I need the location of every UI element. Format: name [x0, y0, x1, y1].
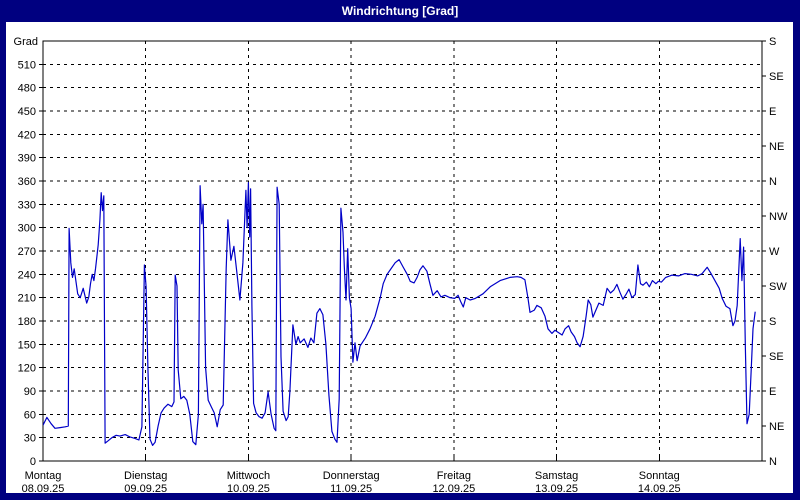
x-day-date-label: 08.09.25	[22, 483, 65, 495]
x-day-name-label: Mittwoch	[227, 470, 270, 482]
y-right-compass-label: NE	[769, 141, 784, 153]
x-day-name-label: Montag	[25, 470, 62, 482]
y-right-compass-label: N	[769, 176, 777, 188]
y-left-tick-label: 60	[24, 409, 36, 421]
x-day-date-label: 11.09.25	[330, 483, 372, 495]
y-left-tick-label: 330	[18, 199, 36, 211]
y-left-tick-label: 30	[24, 433, 36, 445]
y-left-tick-label: 420	[18, 129, 36, 141]
y-left-tick-label: 480	[18, 83, 36, 95]
y-left-tick-label: 90	[24, 386, 36, 398]
y-left-tick-label: 270	[18, 246, 36, 258]
y-axis-left: 0 30 60 90 120 150 180 210 240 270 300 330 360 390 420…	[14, 36, 43, 468]
y-right-compass-label: NE	[769, 421, 784, 433]
x-day-name-label: Sonntag	[639, 470, 680, 482]
y-left-tick-label: 0	[30, 456, 36, 468]
x-day-date-label: 10.09.25	[227, 483, 270, 495]
y-left-tick-label: 180	[18, 316, 36, 328]
grid-lines	[43, 41, 762, 461]
y-left-tick-label: 390	[18, 153, 36, 165]
y-right-compass-label: SE	[769, 71, 784, 83]
y-right-compass-label: E	[769, 386, 776, 398]
y-right-compass-label: N	[769, 456, 777, 468]
x-day-date-label: 13.09.25	[535, 483, 578, 495]
y-right-compass-label: E	[769, 106, 776, 118]
y-axis-unit-label: Grad	[14, 36, 38, 48]
y-left-tick-label: 240	[18, 269, 36, 281]
window-title: Windrichtung [Grad]	[341, 4, 459, 18]
y-right-compass-label: S	[769, 36, 776, 48]
y-left-tick-label: 120	[18, 363, 36, 375]
window-title-bar: Windrichtung [Grad]	[0, 0, 800, 22]
y-left-tick-label: 450	[18, 106, 36, 118]
x-day-date-label: 12.09.25	[432, 483, 475, 495]
y-right-compass-label: SW	[769, 281, 787, 293]
x-day-name-label: Donnerstag	[323, 470, 380, 482]
y-left-tick-label: 360	[18, 176, 36, 188]
x-day-name-label: Freitag	[437, 470, 471, 482]
y-left-tick-label: 150	[18, 339, 36, 351]
y-right-compass-label: NW	[769, 211, 788, 223]
x-day-date-label: 09.09.25	[124, 483, 167, 495]
x-day-date-label: 14.09.25	[638, 483, 681, 495]
y-left-tick-label: 300	[18, 223, 36, 235]
plot-frame	[42, 40, 763, 462]
x-day-name-label: Dienstag	[124, 470, 167, 482]
y-right-compass-label: SE	[769, 351, 784, 363]
y-left-tick-label: 210	[18, 293, 36, 305]
y-left-tick-label: 510	[18, 59, 36, 71]
y-right-compass-label: S	[769, 316, 776, 328]
wind-direction-series-line	[43, 182, 756, 446]
y-right-compass-label: W	[769, 246, 780, 258]
y-axis-right: N NE E SE S SW W NW N NE E SE S	[762, 36, 788, 468]
x-day-name-label: Samstag	[535, 470, 578, 482]
